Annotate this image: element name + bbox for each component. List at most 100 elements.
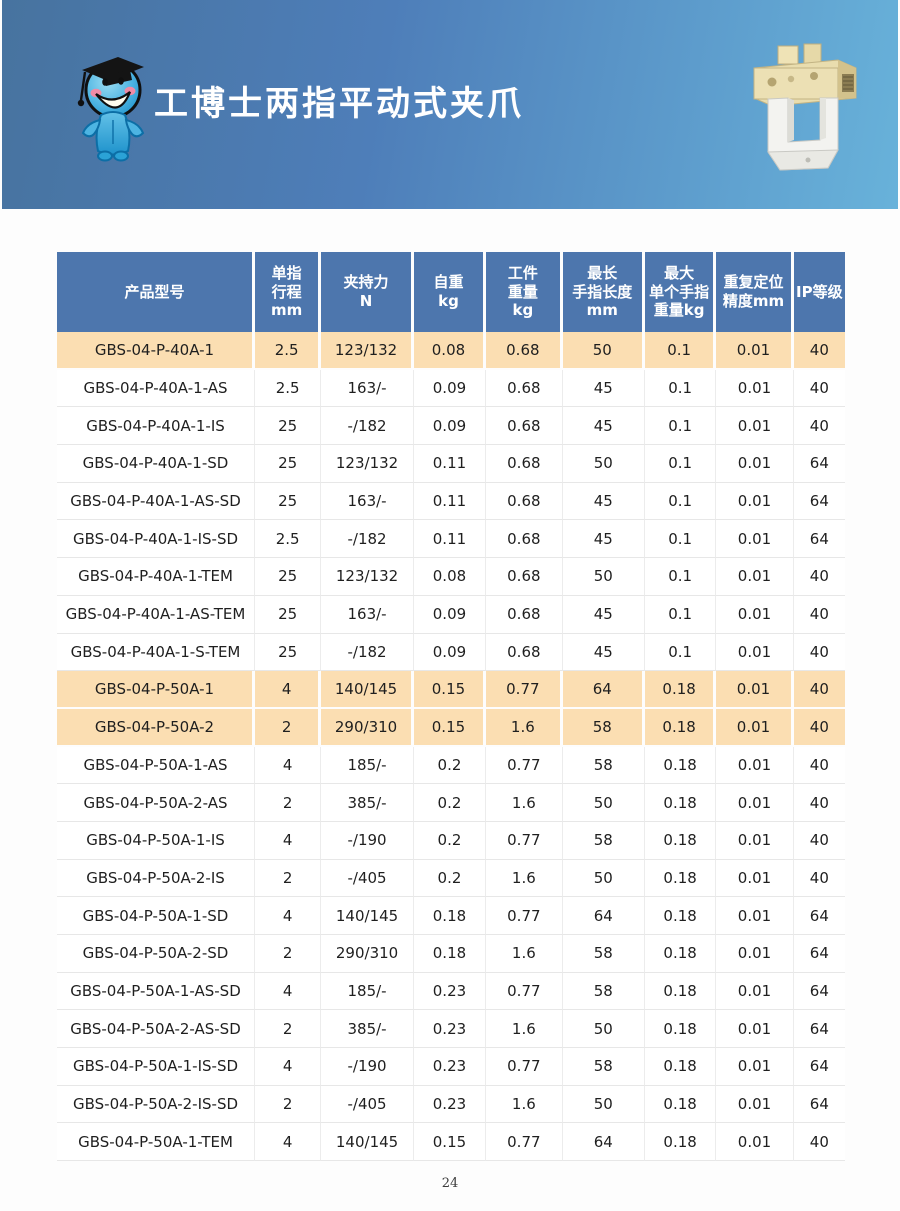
table-row: GBS-04-P-40A-1-IS 25 -/182 0.09 0.68 45 0.1 0.0… (57, 407, 845, 446)
table-row: GBS-04-P-40A-1-AS 2.5 163/- 0.09 0.68 45 0.1 0.… (57, 369, 845, 408)
value-cell: 2 (255, 708, 322, 747)
value-cell: 64 (562, 1123, 645, 1162)
value-cell: 0.23 (413, 1048, 487, 1086)
spec-table: 产品型号 单指 行程 mm 夹持力 N 自重 kg 工件 重量 kg 最长 手指长度 mm… (57, 252, 845, 1162)
value-cell: 50 (562, 332, 645, 370)
column-header-8: IP等级 (793, 252, 845, 332)
column-header-5: 最长 手指长度 mm (562, 252, 645, 332)
value-cell: 45 (562, 633, 645, 672)
value-cell: 0.77 (486, 972, 563, 1011)
value-cell: 64 (562, 897, 645, 935)
value-cell: 0.1 (644, 445, 717, 483)
value-cell: 0.1 (644, 482, 717, 521)
value-cell: 58 (562, 821, 645, 860)
value-cell: 64 (793, 482, 845, 521)
value-cell: 0.18 (644, 1048, 717, 1086)
model-cell: GBS-04-P-40A-1-S-TEM (57, 633, 255, 672)
value-cell: 64 (793, 897, 845, 935)
value-cell: 0.01 (716, 935, 794, 973)
model-cell: GBS-04-P-50A-2-IS (57, 859, 255, 898)
table-row: GBS-04-P-40A-1-IS-SD 2.5 -/182 0.11 0.68 45 0.… (57, 520, 845, 559)
value-cell: 123/132 (321, 558, 414, 596)
model-cell: GBS-04-P-50A-2-AS (57, 784, 255, 822)
value-cell: 0.01 (716, 633, 794, 672)
value-cell: 0.77 (486, 821, 563, 860)
model-cell: GBS-04-P-40A-1 (57, 332, 255, 370)
value-cell: 64 (793, 1010, 845, 1049)
value-cell: 40 (793, 558, 845, 596)
table-row: GBS-04-P-50A-2 2 290/310 0.15 1.6 58 0.18 0.01 4… (57, 708, 845, 747)
table-row: GBS-04-P-50A-1-TEM 4 140/145 0.15 0.77 64 0.18… (57, 1123, 845, 1162)
value-cell: 50 (562, 1085, 645, 1124)
value-cell: 0.01 (716, 482, 794, 521)
value-cell: 0.68 (486, 520, 563, 559)
value-cell: -/405 (321, 1085, 414, 1124)
column-header-2: 夹持力 N (321, 252, 414, 332)
value-cell: 0.01 (716, 445, 794, 483)
value-cell: 0.68 (486, 445, 563, 483)
value-cell: 2.5 (255, 332, 322, 370)
value-cell: 40 (793, 633, 845, 672)
value-cell: 4 (255, 972, 322, 1011)
value-cell: 45 (562, 482, 645, 521)
value-cell: 4 (255, 897, 322, 935)
model-cell: GBS-04-P-50A-2-AS-SD (57, 1010, 255, 1049)
value-cell: 1.6 (486, 859, 563, 898)
value-cell: 0.08 (413, 332, 487, 370)
value-cell: 385/- (321, 1010, 414, 1049)
value-cell: -/190 (321, 821, 414, 860)
model-cell: GBS-04-P-50A-1-IS (57, 821, 255, 860)
value-cell: 123/132 (321, 445, 414, 483)
value-cell: 0.09 (413, 369, 487, 408)
value-cell: 0.1 (644, 407, 717, 446)
value-cell: 45 (562, 369, 645, 408)
table-row: GBS-04-P-40A-1 2.5 123/132 0.08 0.68 50 0.1 0.0… (57, 332, 845, 370)
model-cell: GBS-04-P-50A-1-AS (57, 746, 255, 785)
value-cell: 0.01 (716, 1085, 794, 1124)
value-cell: 0.11 (413, 520, 487, 559)
model-cell: GBS-04-P-50A-1-SD (57, 897, 255, 935)
value-cell: 0.11 (413, 445, 487, 483)
table-row: GBS-04-P-50A-1-IS-SD 4 -/190 0.23 0.77 58 0.18… (57, 1048, 845, 1086)
value-cell: 0.2 (413, 859, 487, 898)
value-cell: 50 (562, 558, 645, 596)
model-cell: GBS-04-P-50A-1-TEM (57, 1123, 255, 1162)
value-cell: 0.08 (413, 558, 487, 596)
model-cell: GBS-04-P-50A-1-AS-SD (57, 972, 255, 1011)
value-cell: 0.68 (486, 595, 563, 634)
doctor-mascot-icon (54, 48, 168, 174)
value-cell: 0.2 (413, 746, 487, 785)
value-cell: 0.18 (644, 1010, 717, 1049)
gripper-product-image (742, 38, 874, 184)
value-cell: 0.11 (413, 482, 487, 521)
value-cell: 0.18 (644, 897, 717, 935)
value-cell: 40 (793, 784, 845, 822)
value-cell: 0.68 (486, 633, 563, 672)
table-row: GBS-04-P-50A-1-SD 4 140/145 0.18 0.77 64 0.18 0… (57, 897, 845, 935)
page-title: 工博士两指平动式夹爪 (154, 84, 524, 124)
value-cell: 1.6 (486, 935, 563, 973)
value-cell: 0.01 (716, 821, 794, 860)
value-cell: 4 (255, 746, 322, 785)
value-cell: 140/145 (321, 1123, 414, 1162)
model-cell: GBS-04-P-50A-2-SD (57, 935, 255, 973)
model-cell: GBS-04-P-40A-1-SD (57, 445, 255, 483)
value-cell: 0.15 (413, 671, 487, 709)
value-cell: 0.68 (486, 482, 563, 521)
value-cell: 163/- (321, 482, 414, 521)
value-cell: 25 (255, 595, 322, 634)
value-cell: 4 (255, 1123, 322, 1162)
value-cell: 0.1 (644, 633, 717, 672)
column-header-0: 产品型号 (57, 252, 255, 332)
table-row: GBS-04-P-40A-1-S-TEM 25 -/182 0.09 0.68 45 0.1… (57, 633, 845, 672)
value-cell: 163/- (321, 595, 414, 634)
value-cell: 25 (255, 633, 322, 672)
value-cell: 185/- (321, 746, 414, 785)
value-cell: 0.18 (644, 784, 717, 822)
value-cell: 0.09 (413, 633, 487, 672)
value-cell: 2 (255, 859, 322, 898)
model-cell: GBS-04-P-40A-1-AS-TEM (57, 595, 255, 634)
table-row: GBS-04-P-50A-2-SD 2 290/310 0.18 1.6 58 0.18 0.… (57, 935, 845, 973)
value-cell: 0.68 (486, 369, 563, 408)
value-cell: 0.01 (716, 558, 794, 596)
